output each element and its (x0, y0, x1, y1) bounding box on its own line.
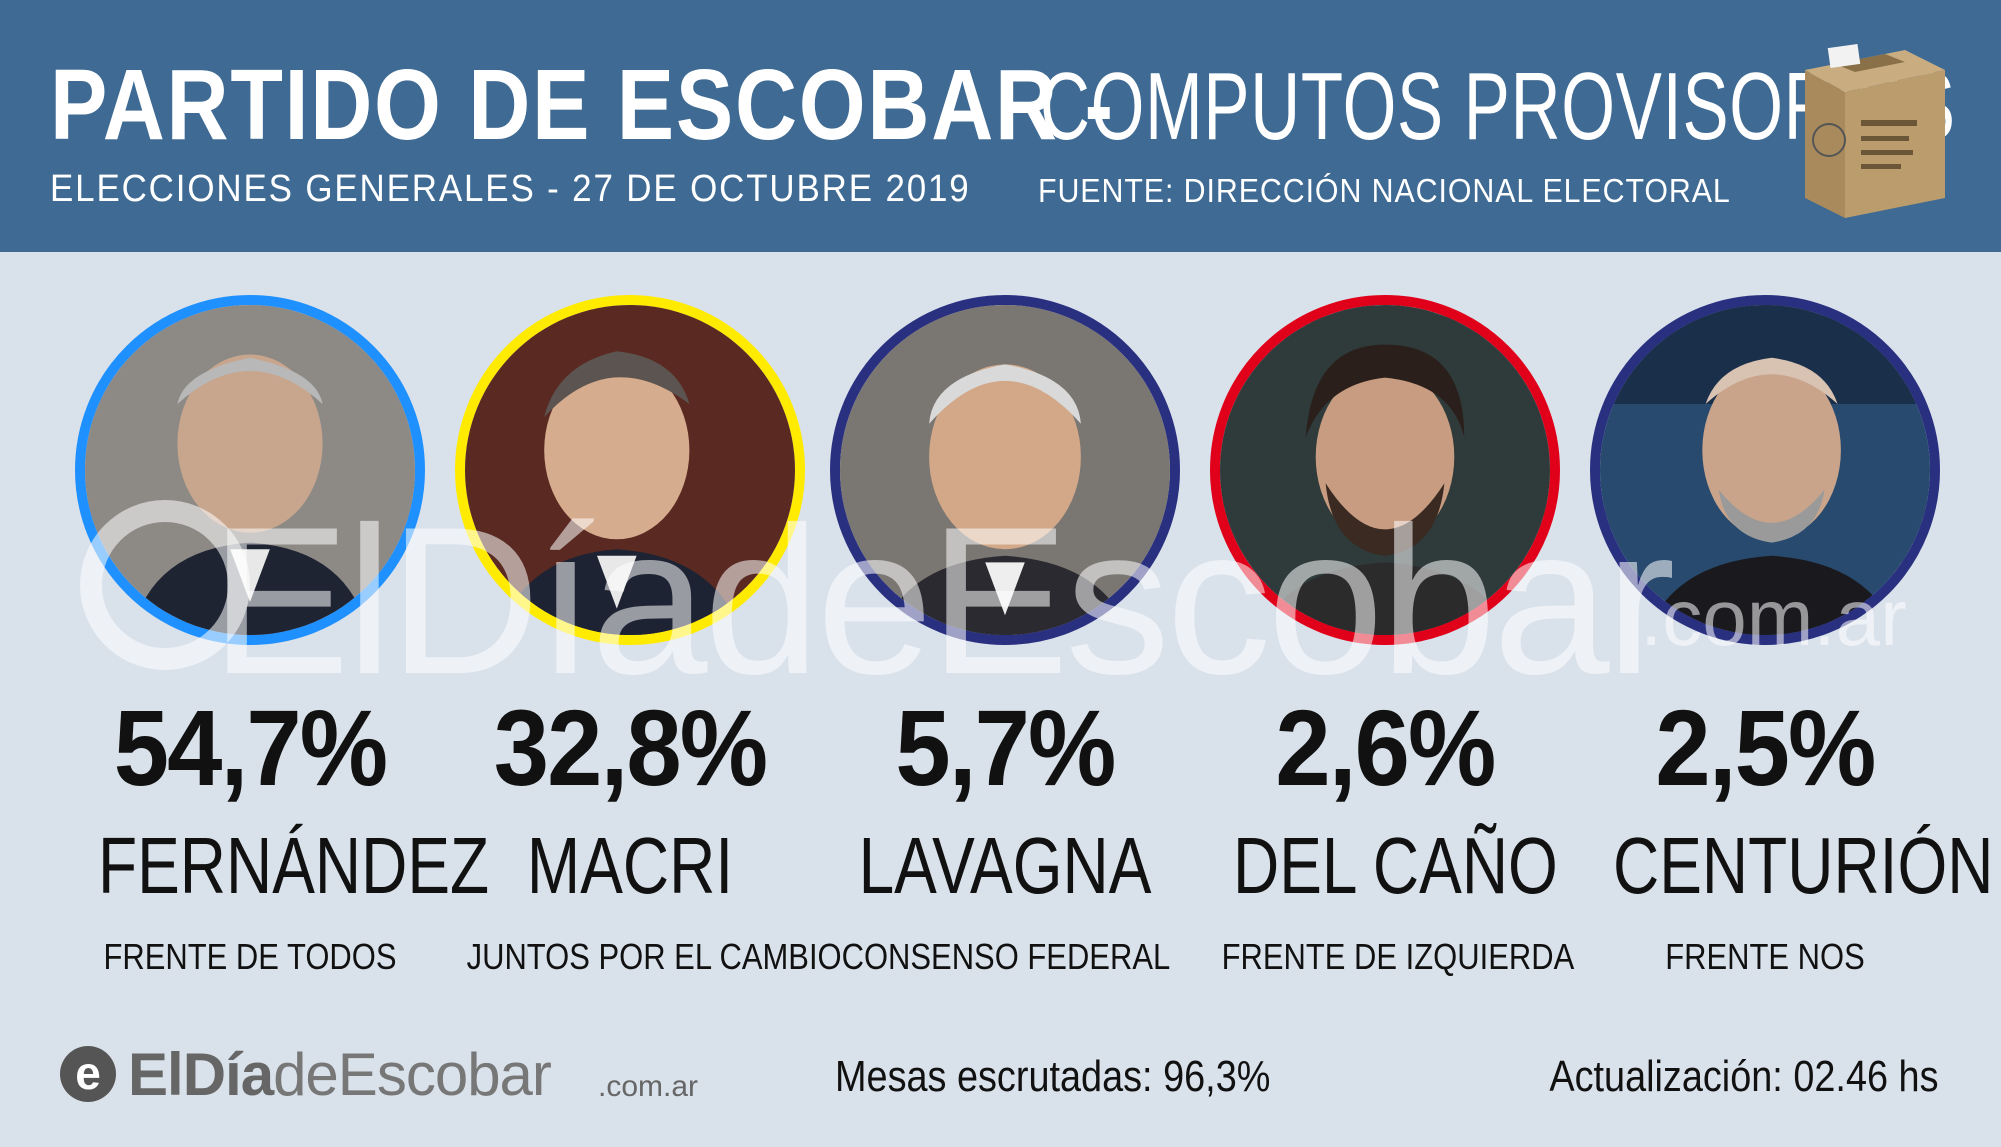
logo-brand-light: deEscobar (273, 1041, 552, 1108)
candidate-photo (1210, 295, 1560, 645)
person-portrait-icon (1600, 305, 1930, 635)
candidate-party: FRENTE DE TODOS (103, 936, 397, 977)
candidates-row: 54,7% FERNÁNDEZ FRENTE DE TODOS 32,8% MA… (0, 295, 2001, 995)
logo-brand-bold: ElDía (128, 1041, 274, 1108)
candidate-name: FERNÁNDEZ (98, 821, 490, 910)
candidate-card: 54,7% FERNÁNDEZ FRENTE DE TODOS (60, 295, 490, 978)
candidate-percentage: 54,7% (113, 687, 388, 808)
subtitle-source: FUENTE: DIRECCIÓN NACIONAL ELECTORAL (1038, 172, 1731, 209)
logo-e-icon: e (60, 1046, 116, 1102)
candidate-name: CENTURIÓN (1613, 821, 1994, 910)
candidate-photo (1590, 295, 1940, 645)
candidate-party: CONSENSO FEDERAL (841, 936, 1171, 977)
logo-suffix: .com.ar (598, 1070, 699, 1103)
person-portrait-icon (840, 305, 1170, 635)
candidate-card: 2,5% CENTURIÓN FRENTE NOS (1575, 295, 1994, 978)
title-results-type: COMPUTOS PROVISORIOS (1040, 53, 1956, 160)
candidate-name: LAVAGNA (858, 821, 1152, 910)
title-district: PARTIDO DE ESCOBAR - (50, 49, 1115, 161)
logo-brand: ElDíadeEscobar (128, 1040, 552, 1109)
candidate-card: 5,7% LAVAGNA CONSENSO FEDERAL (815, 295, 1195, 978)
candidate-name: DEL CAÑO (1233, 821, 1558, 910)
candidate-percentage: 5,7% (895, 687, 1116, 808)
candidate-percentage: 2,5% (1655, 687, 1876, 808)
candidate-percentage: 32,8% (493, 687, 768, 808)
candidate-photo (455, 295, 805, 645)
mesas-escrutadas: Mesas escrutadas: 96,3% (835, 1052, 1271, 1101)
person-portrait-icon (1220, 305, 1550, 635)
header-banner: PARTIDO DE ESCOBAR - COMPUTOS PROVISORIO… (0, 0, 2001, 252)
candidate-photo (75, 295, 425, 645)
person-portrait-icon (465, 305, 795, 635)
candidate-card: 2,6% DEL CAÑO FRENTE DE IZQUIERDA (1195, 295, 1575, 978)
ballot-box-icon (1795, 40, 1950, 220)
candidate-party: FRENTE NOS (1665, 936, 1865, 977)
person-portrait-icon (85, 305, 415, 635)
candidate-name: MACRI (526, 821, 734, 910)
candidate-card: 32,8% MACRI JUNTOS POR EL CAMBIO (440, 295, 842, 978)
candidate-party: JUNTOS POR EL CAMBIO (466, 936, 842, 977)
update-time: Actualización: 02.46 hs (1549, 1052, 1939, 1101)
candidate-party: FRENTE DE IZQUIERDA (1221, 936, 1575, 977)
candidate-photo (830, 295, 1180, 645)
candidate-percentage: 2,6% (1275, 687, 1496, 808)
subtitle-election: ELECCIONES GENERALES - 27 DE OCTUBRE 201… (50, 168, 971, 210)
